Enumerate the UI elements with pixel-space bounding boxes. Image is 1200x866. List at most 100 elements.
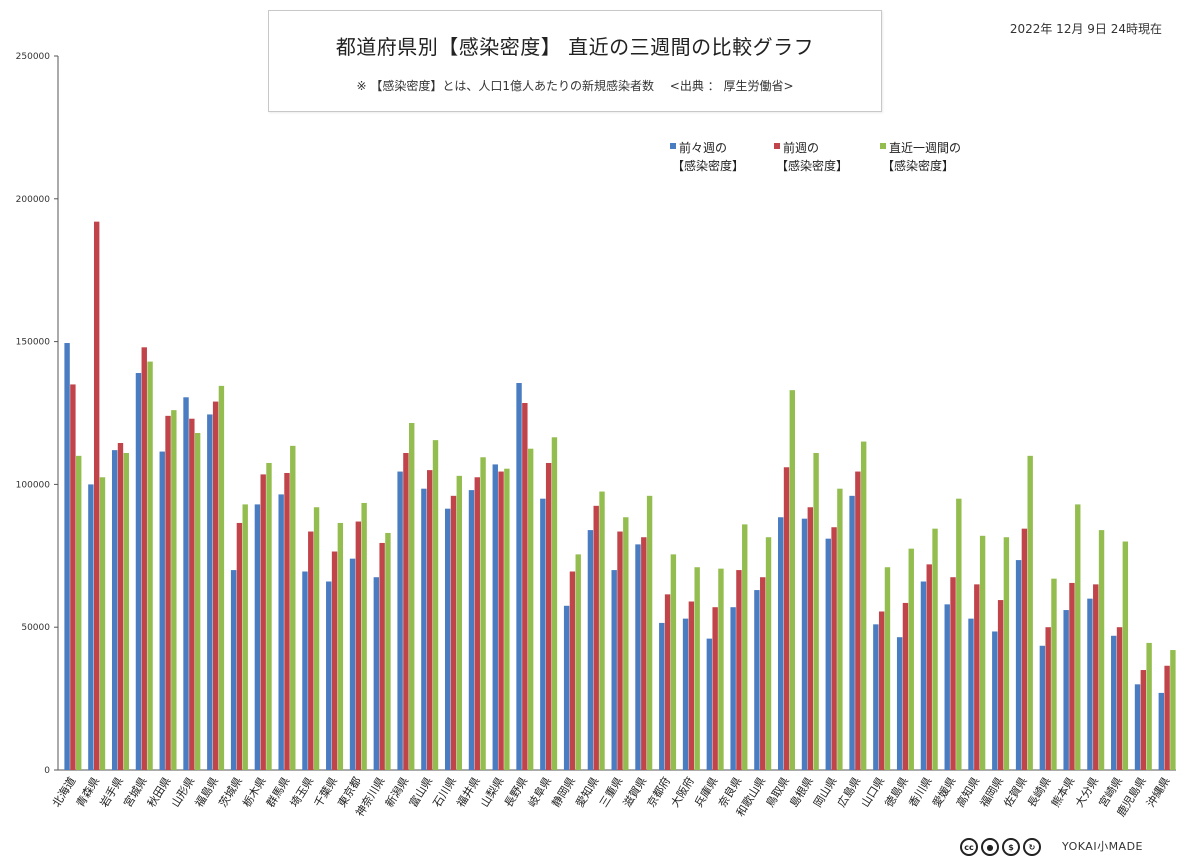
x-tick-label: 島根県 <box>786 774 815 809</box>
bar-last-week-8 <box>260 474 266 770</box>
bar-last-week-18 <box>498 471 504 770</box>
bar-two-weeks-ago-24 <box>635 544 641 770</box>
legend-label-line1: 前週の <box>783 140 819 155</box>
legend-label-line1: 前々週の <box>679 140 727 155</box>
x-tick-label: 北海道 <box>49 774 78 809</box>
bar-latest-week-8 <box>266 462 272 770</box>
bar-last-week-10 <box>308 531 314 770</box>
x-tick-label: 岩手県 <box>97 774 126 809</box>
bar-latest-week-19 <box>527 448 534 770</box>
x-tick-label: 静岡県 <box>549 774 578 809</box>
bar-two-weeks-ago-5 <box>183 397 189 770</box>
bar-latest-week-3 <box>147 361 153 770</box>
bar-last-week-4 <box>165 415 171 770</box>
x-tick-label: 愛媛県 <box>929 774 958 809</box>
x-tick-label: 埼玉県 <box>287 774 316 809</box>
bar-last-week-38 <box>974 584 980 770</box>
x-tick-label: 山梨県 <box>477 774 506 809</box>
bar-latest-week-7 <box>242 504 248 770</box>
legend-swatch <box>880 143 886 149</box>
bar-last-week-36 <box>926 564 932 770</box>
bar-two-weeks-ago-23 <box>611 570 617 770</box>
bar-last-week-29 <box>760 577 766 770</box>
legend-swatch <box>774 143 780 149</box>
bar-last-week-23 <box>617 531 623 770</box>
bar-two-weeks-ago-9 <box>278 494 284 770</box>
legend-label-line1: 直近一週間の <box>889 141 961 155</box>
bar-last-week-27 <box>712 607 718 770</box>
bar-last-week-5 <box>189 418 195 770</box>
bar-two-weeks-ago-40 <box>1015 560 1022 770</box>
bar-latest-week-12 <box>361 502 367 770</box>
legend-background <box>652 132 980 198</box>
bar-latest-week-24 <box>646 495 653 770</box>
bar-two-weeks-ago-10 <box>302 571 308 770</box>
legend-label-line2: 【感染密度】 <box>776 158 848 173</box>
bar-latest-week-16 <box>456 475 462 770</box>
cc-icon: cc <box>960 838 978 856</box>
bar-last-week-28 <box>736 570 742 770</box>
bar-two-weeks-ago-19 <box>516 383 522 770</box>
bar-two-weeks-ago-30 <box>778 517 784 770</box>
bar-latest-week-18 <box>504 468 510 770</box>
bar-last-week-12 <box>355 521 362 770</box>
bar-two-weeks-ago-11 <box>326 581 332 770</box>
bar-last-week-2 <box>117 442 124 770</box>
bar-last-week-19 <box>522 403 528 770</box>
bar-last-week-41 <box>1045 627 1051 770</box>
x-tick-label: 宮城県 <box>120 774 149 809</box>
legend: 前々週の【感染密度】 前週の【感染密度】 直近一週間の【感染密度】 <box>652 132 980 198</box>
bar-last-week-40 <box>1021 528 1028 770</box>
x-tick-label: 鳥取県 <box>763 774 792 809</box>
bar-last-week-45 <box>1140 670 1147 770</box>
bar-latest-week-1 <box>99 477 106 770</box>
bar-two-weeks-ago-1 <box>88 484 94 770</box>
bar-last-week-14 <box>403 452 409 770</box>
bar-latest-week-41 <box>1051 578 1057 770</box>
bar-two-weeks-ago-31 <box>801 518 808 770</box>
bar-two-weeks-ago-6 <box>207 414 213 770</box>
legend-swatch <box>670 143 676 149</box>
x-tick-label: 石川県 <box>431 775 460 810</box>
bar-last-week-32 <box>831 527 837 770</box>
bar-latest-week-35 <box>908 548 914 770</box>
bar-latest-week-33 <box>860 441 867 770</box>
bar-latest-week-2 <box>123 452 129 770</box>
bar-two-weeks-ago-3 <box>135 373 142 770</box>
y-tick-label: 50000 <box>21 623 50 633</box>
bar-latest-week-37 <box>956 498 962 770</box>
bar-latest-week-46 <box>1170 650 1176 770</box>
bar-latest-week-34 <box>884 567 891 770</box>
bar-two-weeks-ago-21 <box>563 605 570 770</box>
bar-latest-week-29 <box>765 537 772 770</box>
bar-two-weeks-ago-44 <box>1111 635 1117 770</box>
bar-two-weeks-ago-12 <box>349 558 356 770</box>
bar-two-weeks-ago-33 <box>849 495 855 770</box>
bar-last-week-25 <box>664 594 671 770</box>
bar-last-week-42 <box>1069 582 1075 770</box>
bar-latest-week-14 <box>409 422 415 770</box>
bar-two-weeks-ago-46 <box>1158 692 1165 770</box>
bar-latest-week-38 <box>979 535 986 770</box>
bar-last-week-31 <box>807 507 813 770</box>
bar-latest-week-21 <box>575 554 581 770</box>
attribution-icon: ● <box>981 838 999 856</box>
x-axis-labels: 北海道青森県岩手県宮城県秋田県山形県福島県茨城県栃木県群馬県埼玉県千葉県東京都神… <box>49 774 1173 819</box>
bar-last-week-34 <box>878 611 885 770</box>
bar-last-week-35 <box>902 602 909 770</box>
bar-last-week-9 <box>284 472 290 770</box>
x-tick-label: 徳島県 <box>882 774 911 809</box>
bar-two-weeks-ago-32 <box>825 538 831 770</box>
bar-two-weeks-ago-27 <box>706 638 713 770</box>
bar-latest-week-15 <box>432 440 439 770</box>
bar-two-weeks-ago-8 <box>254 504 261 770</box>
bar-last-week-11 <box>331 551 338 770</box>
bar-last-week-1 <box>93 221 100 770</box>
x-tick-label: 兵庫県 <box>691 774 720 809</box>
x-tick-label: 沖縄県 <box>1143 774 1172 809</box>
x-tick-label: 福井県 <box>453 774 482 809</box>
bar-last-week-43 <box>1093 584 1099 770</box>
share-alike-icon: ↻ <box>1023 838 1041 856</box>
bar-latest-week-36 <box>932 528 938 770</box>
x-tick-label: 広島県 <box>834 774 863 809</box>
